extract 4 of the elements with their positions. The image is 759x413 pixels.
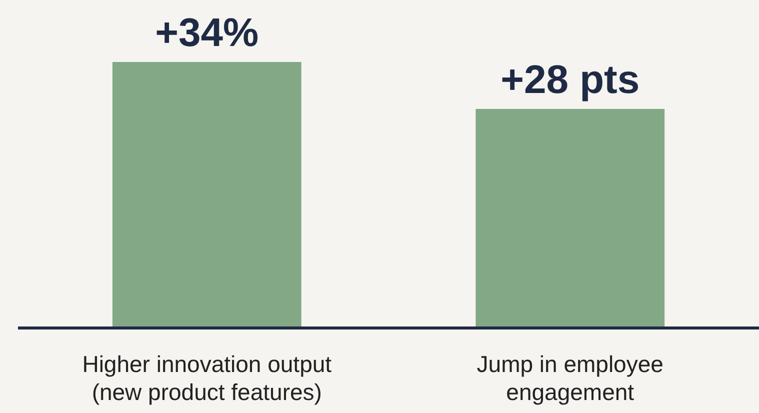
x-tick-label: Higher innovation output (new product features) [82, 351, 332, 405]
data-label: +34% [155, 11, 259, 55]
x-tick-label: Jump in employee engagement [476, 351, 664, 405]
data-label: +28 pts [500, 58, 640, 102]
